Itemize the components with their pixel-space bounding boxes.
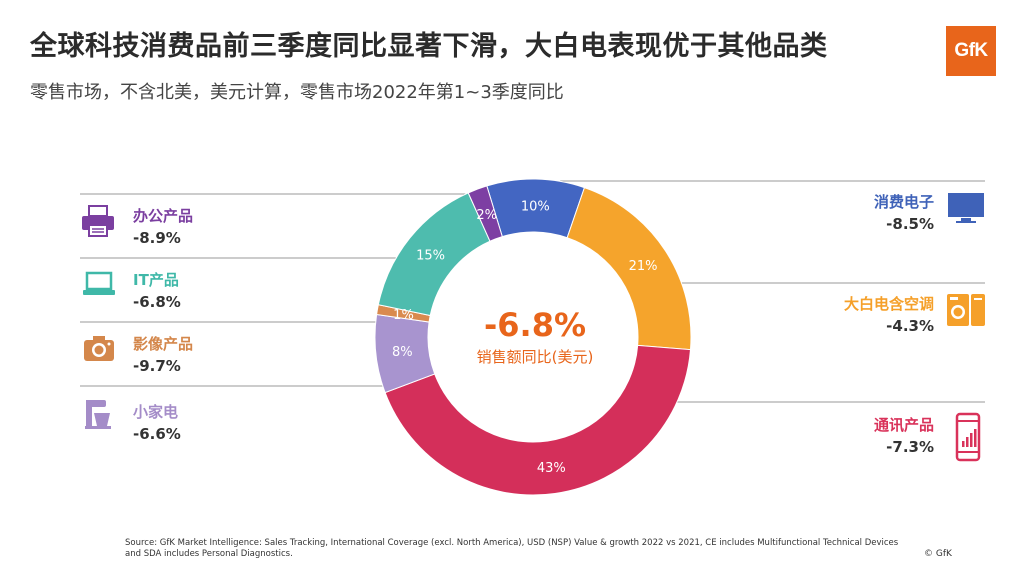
camera-icon — [82, 333, 116, 367]
page-subtitle: 零售市场，不含北美，美元计算，零售市场2022年第1~3季度同比 — [30, 82, 564, 103]
donut-slice-6 — [467, 185, 503, 242]
tv-icon — [946, 191, 986, 229]
donut-slice-label-0: 10% — [521, 200, 550, 215]
category-ce-growth: -8.5% — [886, 215, 934, 233]
category-office-name: 办公产品 — [133, 207, 194, 225]
donut-slice-label-5: 15% — [416, 249, 445, 264]
mixer-icon — [82, 397, 116, 435]
washer-icon — [946, 292, 986, 332]
phone-icon — [955, 412, 981, 466]
donut-slice-label-1: 21% — [629, 259, 658, 274]
category-ce-name: 消费电子 — [873, 193, 934, 211]
center-growth-value: -6.8% — [483, 306, 587, 344]
category-imaging-name: 影像产品 — [133, 335, 194, 353]
copyright: © GfK — [924, 549, 952, 559]
gfk-logo: GfK — [946, 26, 996, 76]
category-sda-growth: -6.6% — [133, 425, 181, 443]
donut-slice-label-6: 2% — [476, 208, 497, 223]
category-telecom: 通讯产品 -7.3% — [800, 414, 934, 456]
category-sda-name: 小家电 — [133, 403, 179, 421]
category-sda: 小家电 -6.6% — [133, 401, 181, 443]
category-mda-name: 大白电含空调 — [843, 295, 934, 313]
category-imaging-growth: -9.7% — [133, 357, 181, 375]
donut-slice-label-4: 1% — [393, 308, 414, 323]
center-growth-label: 销售额同比(美元) — [476, 348, 594, 366]
category-it-growth: -6.8% — [133, 293, 181, 311]
category-mda: 大白电含空调 -4.3% — [780, 293, 934, 335]
category-telecom-name: 通讯产品 — [873, 416, 934, 434]
donut-slice-label-2: 43% — [537, 461, 566, 476]
donut-slice-2 — [384, 344, 692, 496]
category-ce: 消费电子 -8.5% — [800, 191, 934, 233]
category-imaging: 影像产品 -9.7% — [133, 333, 193, 375]
printer-icon — [80, 204, 116, 242]
category-office: 办公产品 -8.9% — [133, 205, 193, 247]
category-mda-growth: -4.3% — [886, 317, 934, 335]
page-title: 全球科技消费品前三季度同比显著下滑，大白电表现优于其他品类 — [30, 31, 828, 62]
category-it-name: IT产品 — [133, 271, 179, 289]
category-office-growth: -8.9% — [133, 229, 181, 247]
category-telecom-growth: -7.3% — [886, 438, 934, 456]
leader-lines — [80, 180, 985, 403]
donut-slice-label-3: 8% — [392, 345, 413, 360]
source-note: Source: GfK Market Intelligence: Sales T… — [125, 538, 899, 560]
category-it: IT产品 -6.8% — [133, 269, 181, 311]
laptop-icon — [82, 270, 116, 304]
